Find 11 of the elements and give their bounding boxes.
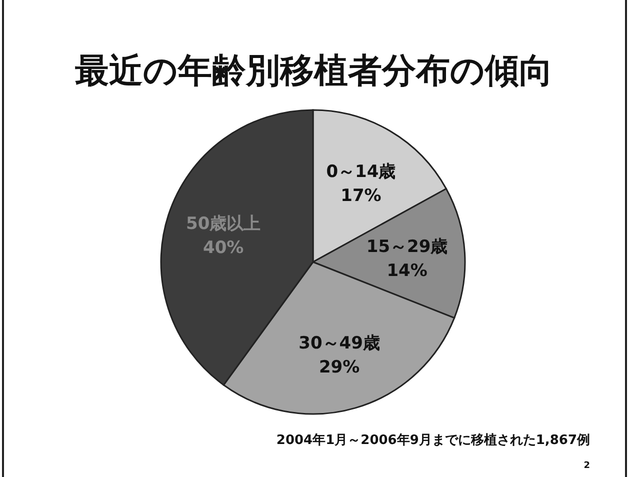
slice-label: 15～29歳 (366, 237, 448, 258)
data-label: 17% (340, 186, 382, 206)
slice-label: 0～14歳 (326, 162, 396, 182)
data-label: 29% (318, 358, 360, 378)
text: 2004年1月～2006年9月までに移植された1,867例 (276, 433, 590, 448)
data-label: 14% (386, 261, 428, 282)
slice-label: 50歳以上 (186, 214, 261, 234)
slice-label: 30～49歳 (298, 334, 380, 354)
chart-title: 最近の年齢別移植者分布の傾向 (75, 51, 553, 91)
data-label: 40% (203, 238, 244, 258)
text: 2 (584, 461, 590, 471)
